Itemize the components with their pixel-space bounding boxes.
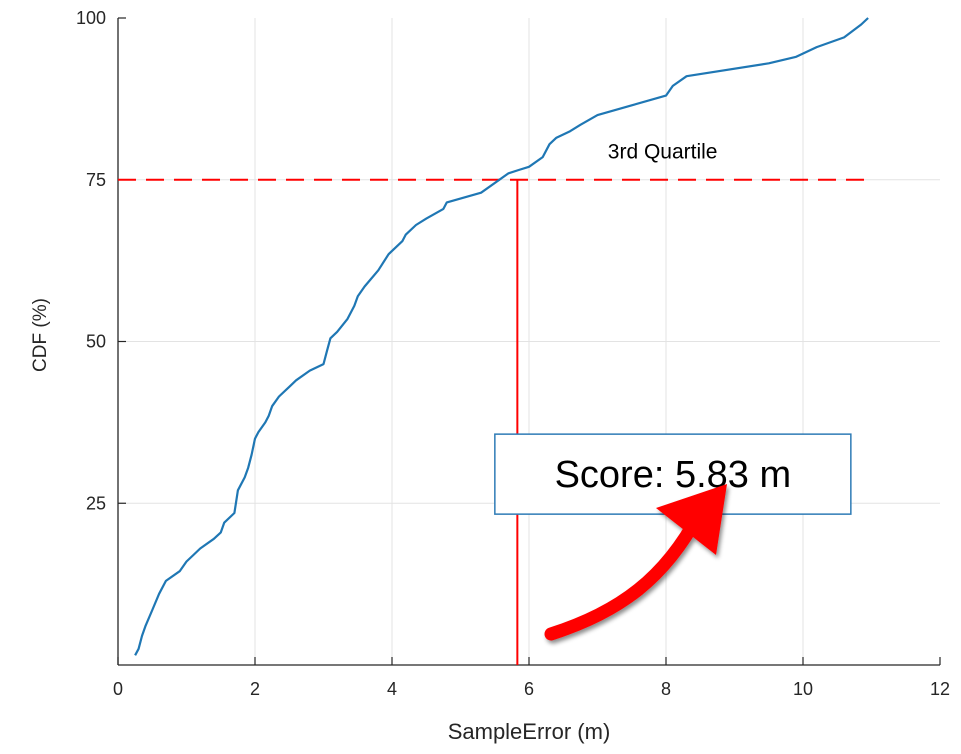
x-tick-label: 0 — [113, 679, 123, 699]
x-tick-label: 2 — [250, 679, 260, 699]
y-axis-label: CDF (%) — [30, 298, 51, 372]
x-tick-label: 6 — [524, 679, 534, 699]
y-tick-label: 75 — [86, 170, 106, 190]
y-tick-label: 100 — [76, 8, 106, 28]
y-tick-label: 25 — [86, 493, 106, 513]
score-label: Score: 5.83 m — [555, 454, 792, 496]
score-box — [494, 433, 852, 515]
third-quartile-label: 3rd Quartile — [608, 141, 718, 164]
axes — [117, 17, 941, 666]
x-axis-label: SampleError (m) — [448, 719, 611, 744]
x-tick-label: 4 — [387, 679, 397, 699]
x-tick-label: 12 — [930, 679, 950, 699]
curved-arrow — [544, 484, 727, 641]
arrow-head — [656, 484, 727, 555]
score-callout: Score: 5.83 m — [494, 433, 852, 515]
arrow-shaft — [544, 507, 706, 641]
tick-labels: 0 2 4 6 8 10 12 25 50 75 100 — [76, 8, 950, 699]
y-tick-label: 50 — [86, 332, 106, 352]
series-layer — [134, 17, 869, 656]
x-tick-label: 10 — [793, 679, 813, 699]
cdf-curve — [134, 17, 869, 656]
reference-lines — [118, 178, 869, 665]
grid — [118, 18, 940, 665]
x-tick-label: 8 — [661, 679, 671, 699]
